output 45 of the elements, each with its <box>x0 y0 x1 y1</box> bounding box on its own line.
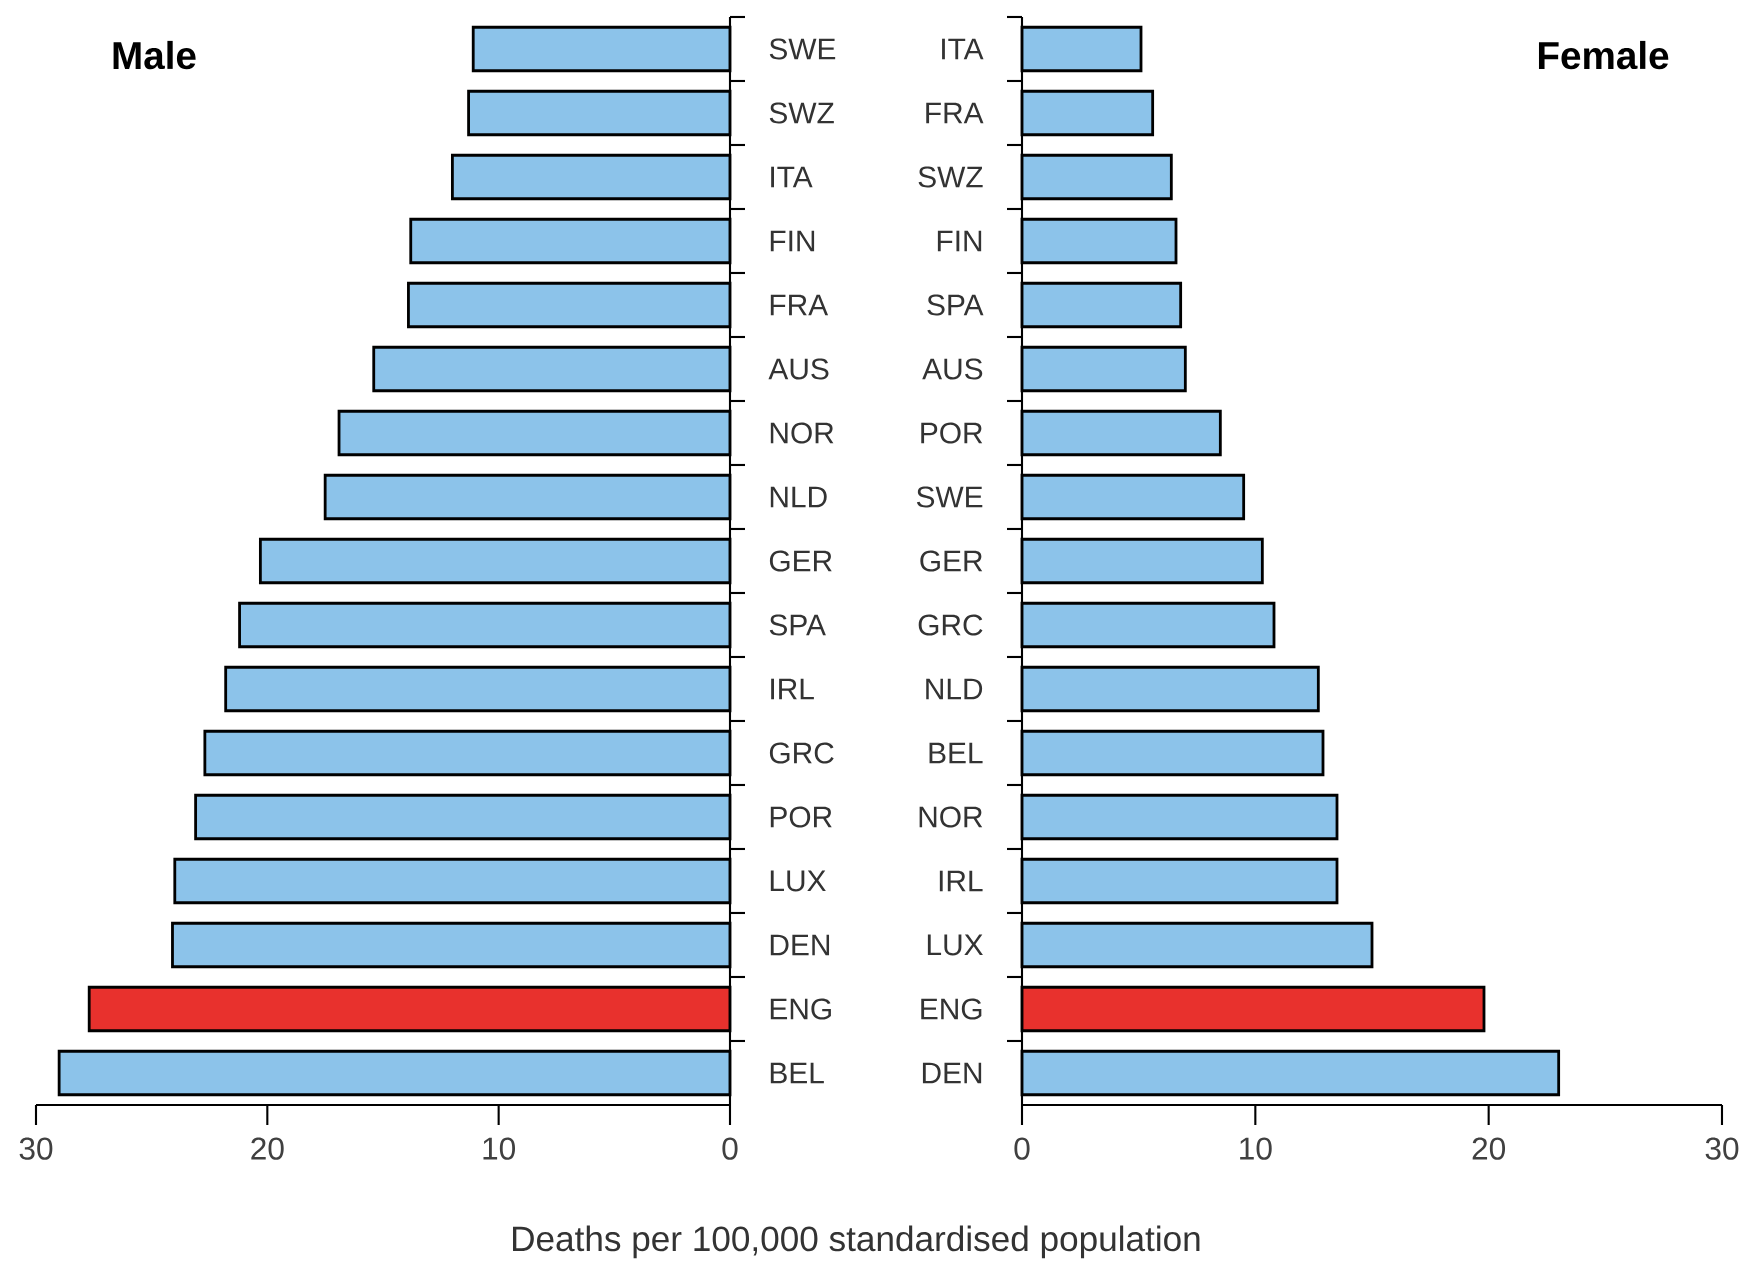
x-tick-label: 20 <box>1472 1137 1506 1160</box>
y-tick-label: POR <box>770 806 832 828</box>
x-tick-label: 30 <box>19 1137 53 1160</box>
y-tick-label: AUS <box>922 358 983 380</box>
y-tick-label: FRA <box>770 294 829 316</box>
x-tick-label: 10 <box>1240 1137 1272 1160</box>
y-tick-label: DEN <box>922 1062 982 1084</box>
x-tick-label: 0 <box>722 1137 738 1160</box>
y-tick-label: ENG <box>770 998 831 1020</box>
y-tick-label: GER <box>769 550 832 572</box>
y-tick-label: FIN <box>770 230 815 252</box>
y-tick-label: FIN <box>937 230 982 252</box>
y-tick-label: AUS <box>768 358 829 380</box>
x-tick-label: 30 <box>1705 1137 1739 1160</box>
y-tick-label: SWE <box>769 38 836 60</box>
y-tick-label: SWZ <box>918 166 983 188</box>
y-tick-label: SPA <box>927 294 984 316</box>
chart-title: Female <box>1538 40 1669 70</box>
y-tick-label: SPA <box>769 614 826 636</box>
y-tick-label: SWE <box>916 486 983 508</box>
y-tick-label: IRL <box>939 870 983 892</box>
x-tick-label: 20 <box>251 1137 284 1160</box>
y-tick-label: LUX <box>770 870 826 892</box>
y-tick-label: BEL <box>929 742 983 764</box>
y-tick-label: NLD <box>770 486 827 508</box>
y-tick-label: DEN <box>770 934 830 956</box>
y-tick-label: BEL <box>770 1062 824 1084</box>
chart-title: Male <box>113 40 196 70</box>
y-tick-label: ENG <box>921 998 982 1020</box>
y-tick-label: ITA <box>942 38 984 60</box>
x-axis-title: Deaths per 100,000 standardised population <box>513 1225 1200 1259</box>
y-tick-label: GRC <box>769 742 834 764</box>
y-tick-label: NOR <box>919 806 983 828</box>
y-tick-label: NOR <box>770 422 834 444</box>
y-tick-label: GER <box>920 550 983 572</box>
y-tick-label: GRC <box>918 614 983 636</box>
x-tick-label: 0 <box>1014 1137 1030 1160</box>
y-tick-label: ITA <box>771 166 813 188</box>
y-tick-label: LUX <box>927 934 983 956</box>
y-tick-label: FRA <box>926 102 984 124</box>
y-tick-label: POR <box>921 422 983 444</box>
x-tick-label: 10 <box>483 1137 516 1160</box>
y-tick-label: NLD <box>926 678 983 700</box>
y-tick-label: IRL <box>771 678 814 700</box>
y-tick-label: SWZ <box>769 102 834 124</box>
